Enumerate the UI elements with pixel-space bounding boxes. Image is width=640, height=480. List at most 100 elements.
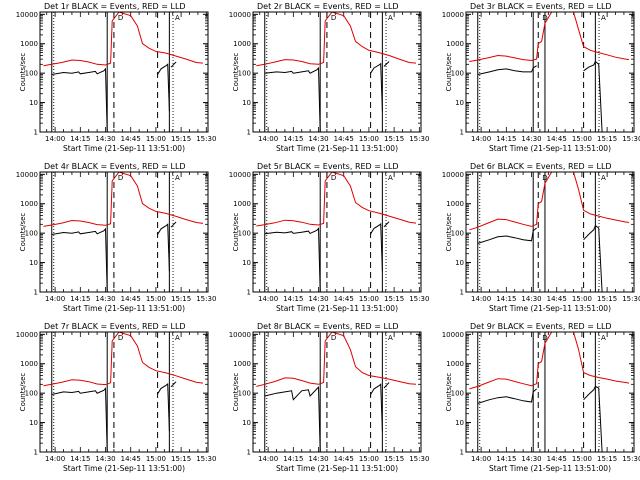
y-tick-label: 1000 <box>446 200 464 208</box>
panel-title: Det 9r BLACK = Events, RED = LLD <box>470 322 612 331</box>
events-series-line <box>583 385 603 452</box>
events-series-line <box>264 386 321 452</box>
lld-series-line <box>43 332 204 387</box>
events-series-line <box>157 63 170 112</box>
y-tick-label: 100 <box>25 70 38 78</box>
annotation-label: D <box>542 334 547 342</box>
detector-panel-8: Det 8r BLACK = Events, RED = LLD 1 10 100 10… <box>229 322 430 473</box>
annotation-label: D <box>331 14 336 22</box>
events-series-line <box>170 381 177 388</box>
y-tick-label: 1000 <box>20 360 38 368</box>
x-tick-label: 14:00 <box>471 455 491 463</box>
plot-frame <box>39 331 209 453</box>
panel-title: Det 1r BLACK = Events, RED = LLD <box>44 2 186 11</box>
y-tick-label: 10000 <box>442 331 464 339</box>
panel-title: Det 6r BLACK = Events, RED = LLD <box>470 162 612 171</box>
panel-title: Det 3r BLACK = Events, RED = LLD <box>470 2 612 11</box>
x-tick-label: 14:30 <box>95 455 115 463</box>
y-axis-label: Counts/sec <box>445 373 453 412</box>
x-axis-label: Start Time (21-Sep-11 13:51:00) <box>276 144 398 153</box>
detector-panel-5: Det 5r BLACK = Events, RED = LLD 1 10 100 10… <box>229 162 430 313</box>
detector-panel-9: Det 9r BLACK = Events, RED = LLD 1 10 100 10… <box>442 322 640 473</box>
y-tick-label: 10 <box>455 99 464 107</box>
annotation-label: D <box>331 334 336 342</box>
y-tick-label: 100 <box>451 390 464 398</box>
x-axis-label: Start Time (21-Sep-11 13:51:00) <box>489 464 611 473</box>
y-tick-label: 10 <box>455 259 464 267</box>
y-tick-label: 10 <box>29 99 38 107</box>
x-tick-label: 14:00 <box>45 455 65 463</box>
lld-series-line <box>256 12 417 67</box>
x-tick-label: 15:15 <box>384 135 404 143</box>
x-tick-label: 14:45 <box>547 295 567 303</box>
y-axis-label: Counts/sec <box>232 53 240 92</box>
y-tick-label: 100 <box>238 230 251 238</box>
x-tick-label: 14:15 <box>496 295 516 303</box>
x-axis-label: Start Time (21-Sep-11 13:51:00) <box>63 464 185 473</box>
y-tick-label: 1 <box>34 129 38 137</box>
annotation-label: A <box>388 174 393 182</box>
x-tick-label: 14:00 <box>258 295 278 303</box>
plot-area <box>256 332 417 452</box>
x-tick-label: 14:15 <box>70 135 90 143</box>
events-series-line <box>264 66 321 132</box>
x-tick-label: 15:30 <box>196 455 216 463</box>
lld-series-line <box>256 332 417 387</box>
x-tick-label: 15:30 <box>196 135 216 143</box>
events-series-line <box>383 61 390 67</box>
x-tick-label: 15:15 <box>384 455 404 463</box>
x-tick-label: 14:15 <box>70 295 90 303</box>
y-tick-label: 1000 <box>446 40 464 48</box>
panel-title: Det 7r BLACK = Events, RED = LLD <box>44 322 186 331</box>
x-tick-label: 15:30 <box>409 295 429 303</box>
y-tick-label: 1 <box>460 129 464 137</box>
annotation-label: A <box>601 14 606 22</box>
y-axis-label: Counts/sec <box>19 213 27 252</box>
events-series-line <box>477 65 537 75</box>
events-series-line <box>157 223 170 272</box>
x-tick-label: 14:45 <box>121 295 141 303</box>
events-series-line <box>583 60 603 132</box>
annotation-label: A <box>601 174 606 182</box>
x-tick-label: 15:30 <box>622 455 640 463</box>
annotation-label: A <box>388 14 393 22</box>
x-tick-label: 15:00 <box>146 295 166 303</box>
x-tick-label: 15:00 <box>572 455 592 463</box>
x-tick-label: 14:45 <box>547 455 567 463</box>
y-tick-label: 10 <box>242 419 251 427</box>
y-tick-label: 100 <box>238 390 251 398</box>
x-axis-label: Start Time (21-Sep-11 13:51:00) <box>276 304 398 313</box>
x-tick-label: 14:15 <box>283 295 303 303</box>
y-tick-label: 10000 <box>16 331 38 339</box>
x-axis-label: Start Time (21-Sep-11 13:51:00) <box>63 144 185 153</box>
x-tick-label: 15:30 <box>409 455 429 463</box>
x-tick-label: 14:15 <box>283 455 303 463</box>
events-series-line <box>170 61 177 68</box>
annotation-label: D <box>542 14 547 22</box>
x-tick-label: 15:00 <box>572 295 592 303</box>
x-tick-label: 14:45 <box>547 135 567 143</box>
detector-panel-7: Det 7r BLACK = Events, RED = LLD 1 10 100 10… <box>16 322 217 473</box>
y-tick-label: 1000 <box>20 200 38 208</box>
y-tick-label: 10 <box>29 419 38 427</box>
plot-area <box>256 12 417 132</box>
x-tick-label: 15:00 <box>359 135 379 143</box>
y-tick-label: 10000 <box>229 171 251 179</box>
x-axis-label: Start Time (21-Sep-11 13:51:00) <box>63 304 185 313</box>
y-tick-label: 1 <box>460 289 464 297</box>
lld-series-line <box>469 12 630 62</box>
x-tick-label: 14:15 <box>283 135 303 143</box>
detector-panel-4: Det 4r BLACK = Events, RED = LLD 1 10 100 10… <box>16 162 217 313</box>
y-tick-label: 100 <box>25 390 38 398</box>
y-tick-label: 100 <box>451 70 464 78</box>
lld-series-line <box>43 172 204 227</box>
panel-title: Det 8r BLACK = Events, RED = LLD <box>257 322 399 331</box>
x-tick-label: 14:00 <box>258 455 278 463</box>
events-series-line <box>583 224 603 292</box>
x-tick-label: 15:15 <box>171 455 191 463</box>
events-series-line <box>477 388 537 404</box>
events-series-line <box>370 223 383 272</box>
y-axis-label: Counts/sec <box>19 53 27 92</box>
y-tick-label: 1000 <box>233 200 251 208</box>
x-tick-label: 14:30 <box>308 135 328 143</box>
